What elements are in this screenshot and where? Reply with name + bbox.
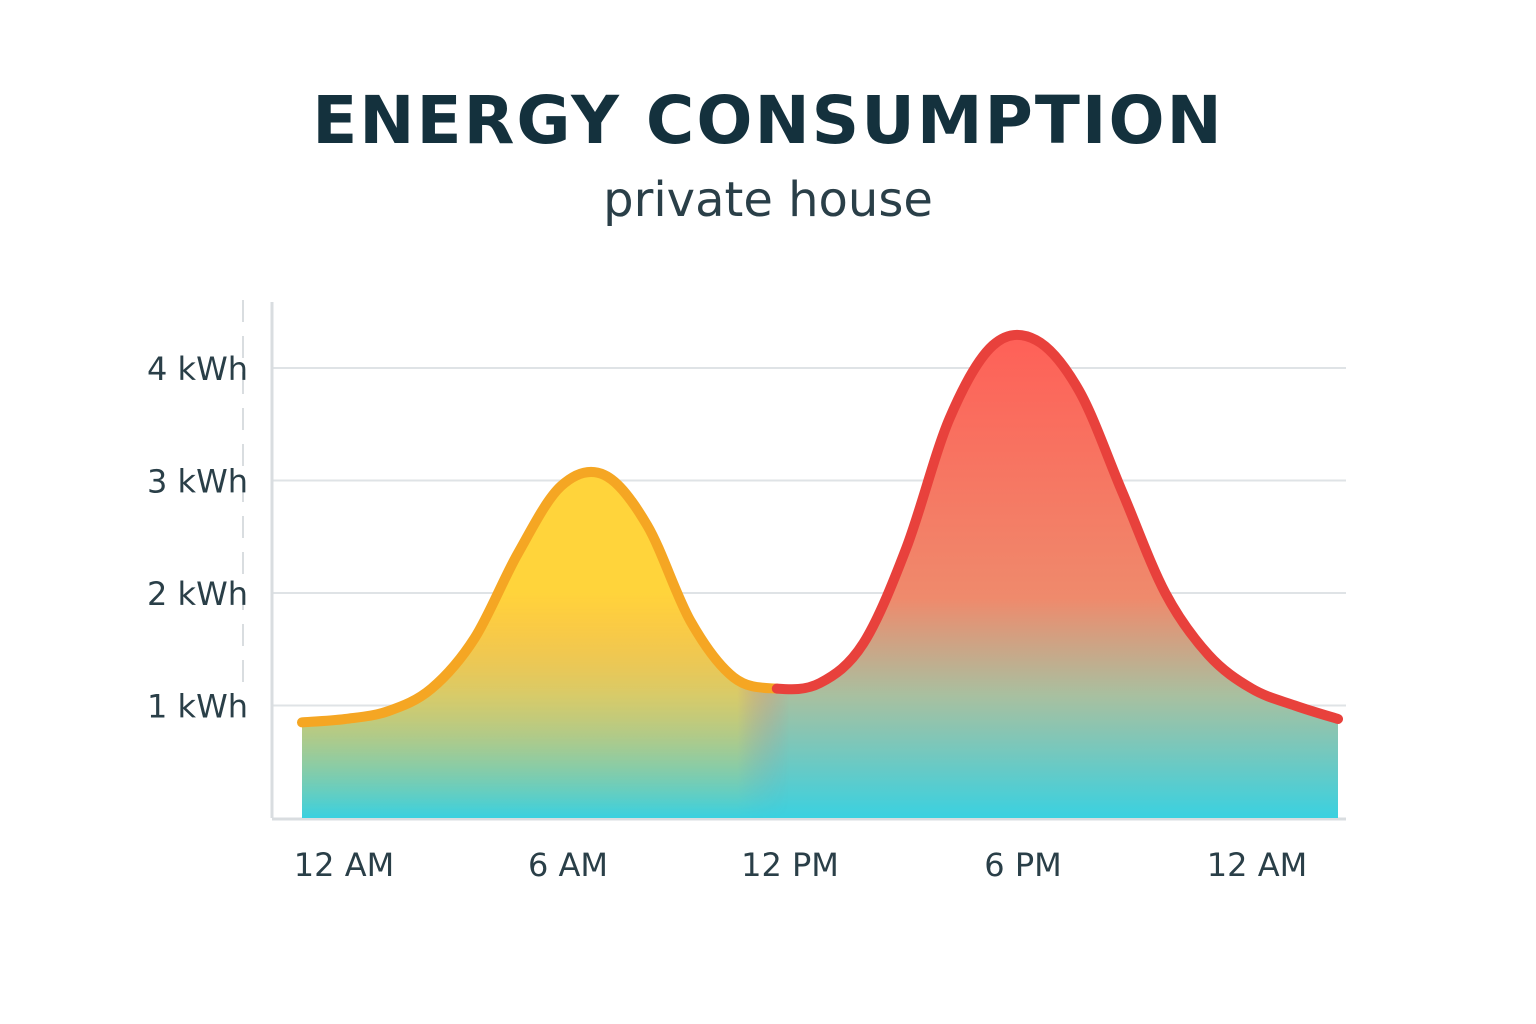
chart-subtitle: private house xyxy=(603,172,933,228)
y-tick-label: 3 kWh xyxy=(147,463,248,501)
data-point xyxy=(1119,489,1125,495)
data-point xyxy=(644,523,650,529)
y-tick-label: 1 kWh xyxy=(147,688,248,726)
data-point xyxy=(1335,716,1341,722)
x-tick-label: 12 AM xyxy=(294,846,394,884)
chart-title: ENERGY CONSUMPTION xyxy=(312,82,1224,159)
data-point xyxy=(688,618,694,624)
x-tick-label: 12 AM xyxy=(1207,846,1307,884)
x-tick-label: 6 AM xyxy=(528,846,608,884)
area-fill xyxy=(302,334,1338,818)
data-point xyxy=(1033,337,1039,343)
data-point xyxy=(601,472,607,478)
axes xyxy=(242,300,1346,821)
data-point xyxy=(342,716,348,722)
data-point xyxy=(1249,686,1255,692)
series-lines xyxy=(297,329,1343,728)
data-point xyxy=(903,545,909,551)
y-tick-labels: 1 kWh 2 kWh 3 kWh 4 kWh xyxy=(147,350,248,726)
data-point xyxy=(1076,388,1082,394)
area-fill-morning-tint xyxy=(302,334,1338,818)
series-line-morning xyxy=(297,467,782,728)
data-point xyxy=(774,686,780,692)
data-point xyxy=(515,551,521,557)
x-tick-labels: 12 AM 6 AM 12 PM 6 PM 12 AM xyxy=(294,846,1307,884)
data-point xyxy=(817,680,823,686)
data-point xyxy=(299,719,305,725)
x-tick-label: 6 PM xyxy=(984,846,1061,884)
data-point xyxy=(472,635,478,641)
data-point xyxy=(429,686,435,692)
data-point xyxy=(947,416,953,422)
data-point xyxy=(558,483,564,489)
data-point xyxy=(385,708,391,714)
data-point xyxy=(731,674,737,680)
data-point xyxy=(1162,590,1168,596)
y-tick-label: 4 kWh xyxy=(147,350,248,388)
data-point xyxy=(1206,652,1212,658)
x-tick-label: 12 PM xyxy=(741,846,839,884)
y-tick-label: 2 kWh xyxy=(147,575,248,613)
series-line-evening xyxy=(771,329,1343,724)
data-point xyxy=(860,641,866,647)
data-point xyxy=(990,343,996,349)
data-point xyxy=(1292,703,1298,709)
